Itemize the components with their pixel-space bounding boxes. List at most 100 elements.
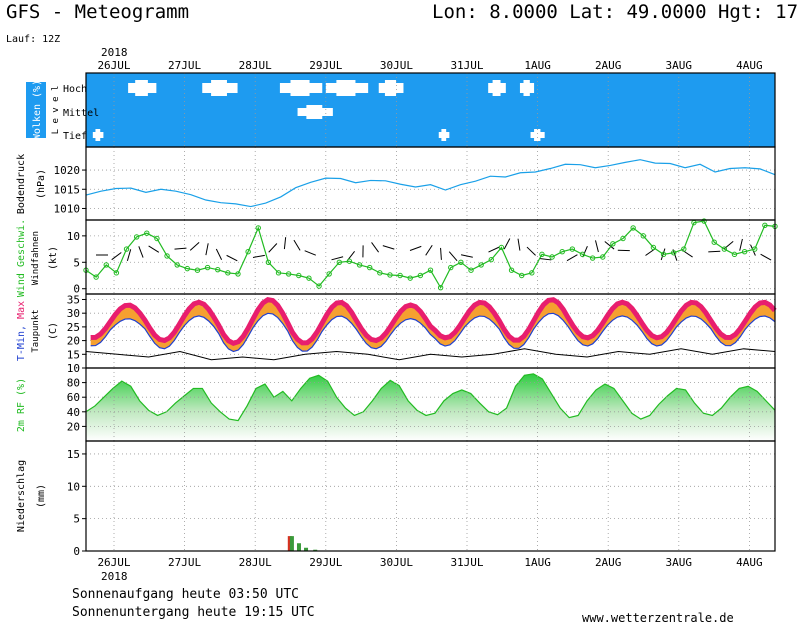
y-tick-label: 20 [67,335,80,348]
panel-frame [85,219,776,295]
wind-barb [331,256,344,261]
wind-speed-point [417,272,424,279]
pressure-ylabel2: (hPa) [36,169,47,199]
wind-speed-point [154,235,160,242]
wind-speed-point [539,251,545,258]
cloud-patch [534,129,541,141]
wind-speed-point [508,267,515,273]
precip-bar [304,547,309,551]
wind-speed-point [437,284,444,291]
cloud-panel: Hoch Mittel Tief Wolken (%) L e v e l [26,72,776,148]
wind-speed-point [113,270,120,276]
panel-frame [85,440,776,552]
wind-barb [304,250,316,256]
y-tick-label: 60 [67,391,80,404]
wind-barb [252,254,265,258]
wind-speed-point [296,272,302,279]
wind-barb [371,242,380,253]
cloud-background [86,73,775,147]
wind-barb [760,253,772,261]
wind-speed-point [326,271,332,277]
wind-speed-point [427,267,434,273]
wind-speed-point [721,246,728,252]
wind-speed-point [103,262,109,268]
wind-speed-point [589,255,596,261]
run-label: Lauf: 12Z [6,34,60,45]
date-tick-bottom: 27JUL [168,556,201,569]
wind-speed-point [123,246,130,252]
wind-barb [409,245,422,251]
tmax-band [90,297,777,346]
wind-speed-point [579,251,586,258]
wind-speed-point [336,259,343,265]
wind-ylabel2: Windfahnen [31,231,41,285]
wind-barb [283,237,287,250]
cloud-patch [441,129,447,141]
cloud-patch [306,105,323,119]
date-tick-top: 28JUL [239,59,272,72]
wind-speed-point [255,225,261,231]
sunset-text: Sonnenuntergang heute 19:15 UTC [72,605,315,620]
wind-speed-point [184,265,191,272]
tmin-line [90,312,776,353]
date-tick-bottom: 29JUL [309,556,342,569]
precip-ylabel2: (mm) [36,484,47,508]
wind-speed-point [559,249,565,255]
wind-speed-point [144,230,150,236]
wind-speed-point [346,258,353,264]
y-tick-label: 1020 [54,164,81,177]
precip-bar [313,549,318,551]
wind-barb [215,248,223,260]
wind-barb [448,251,458,262]
wind-speed-point [397,272,403,279]
wind-speed-point [458,259,464,265]
wind-speed-point [488,256,494,263]
wind-ylabel3: (kt) [48,246,59,270]
wind-speed-point [549,254,555,260]
wind-barb [595,240,599,253]
cloud-patch [135,80,148,96]
wind-speed-point [600,254,606,260]
wind-barb [566,254,578,262]
wind-speed-point [133,234,140,240]
wind-speed-point [670,250,677,256]
wind-speed-point [650,244,657,251]
site-url: www.wetterzentrale.de [582,611,734,625]
y-tick-label: 0 [73,283,80,296]
cloud-label-box [26,82,46,138]
y-tick-label: 5 [73,513,80,526]
temp-ylabel3: (C) [48,322,59,340]
wind-speed-point [681,246,687,252]
cloud-ylabel: Wolken (%) [32,80,43,140]
wind-speed-point [448,264,454,271]
cloud-patch [95,129,101,141]
precip-bar [296,543,301,551]
dewpoint-line [85,348,776,361]
year-label-top: 2018 [101,46,128,59]
wind-barb [526,246,536,256]
wind-panel: 0 5 10 Wind Geschwi. Windfahnen (kt) [16,218,778,297]
wind-speed-point [620,235,626,242]
year-label-bottom: 2018 [101,570,128,583]
chart-title: GFS - Meteogramm [6,1,189,23]
y-tick-label: 10 [67,362,80,375]
wind-speed-point [164,253,170,259]
wind-barb [111,252,122,261]
wind-barb [148,245,160,253]
temp-ylabel2: Taupunkt [31,309,41,352]
wind-barb [460,254,473,258]
y-tick-label: 10 [67,480,80,493]
wind-barb [723,240,734,250]
date-tick-bottom: 30JUL [380,556,413,569]
wind-barb [517,238,521,251]
pressure-panel: 1010 1015 1020 Bodendruck (hPa) [16,146,776,221]
wind-speed-point [660,251,667,258]
wind-ylabel: Wind Geschwi. [16,219,27,297]
precip-bar [289,536,294,551]
wind-speed-point [235,271,241,277]
wind-barb [425,244,433,256]
wind-barb [174,247,187,250]
y-tick-label: 30 [67,307,80,320]
wind-speed-point [316,283,322,289]
